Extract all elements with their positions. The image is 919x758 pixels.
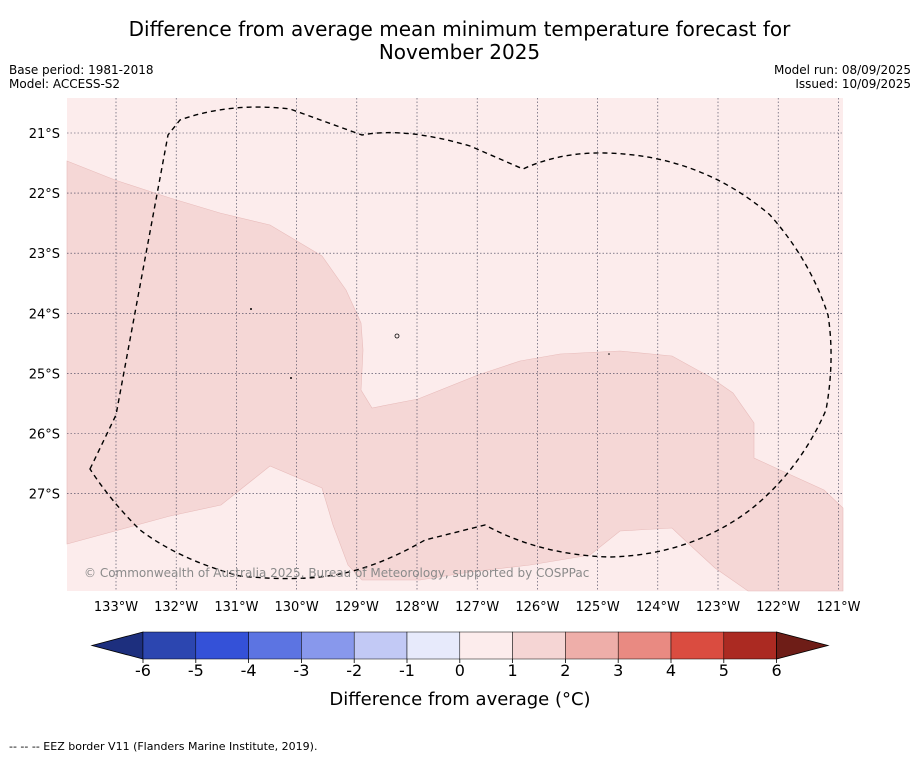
colorbar: [90, 631, 830, 660]
latitude-label: 27°S: [29, 488, 60, 503]
longitude-labels: 133°W 132°W 131°W 130°W 129°W 128°W 127°W 126°W…: [94, 600, 861, 615]
longitude-label: 129°W: [335, 600, 379, 615]
latitude-label: 25°S: [29, 367, 60, 382]
colorbar-segment: [459, 631, 513, 660]
eez-border: [89, 106, 832, 580]
colorbar-tick-label: 2: [560, 661, 570, 680]
title-line-2: November 2025: [378, 40, 541, 64]
latitude-label: 26°S: [29, 428, 60, 443]
colorbar-segment: [670, 631, 725, 660]
colorbar-segment: [248, 631, 302, 660]
colorbar-tick-label: -1: [399, 661, 415, 680]
colorbar-segment: [406, 631, 461, 660]
island-marker: [394, 333, 400, 339]
latitude-labels: 21°S 22°S 23°S 24°S 25°S 26°S 27°S: [29, 127, 60, 503]
issued-date: Issued: 10/09/2025: [795, 77, 911, 91]
latitude-label: 22°S: [29, 187, 60, 202]
longitude-label: 133°W: [94, 600, 138, 615]
meta-right: Model run: 08/09/2025 Issued: 10/09/2025: [774, 63, 911, 91]
colorbar-segment: [617, 631, 672, 660]
longitude-label: 130°W: [275, 600, 319, 615]
longitude-label: 124°W: [636, 600, 680, 615]
colorbar-segment: [723, 631, 777, 660]
model-name: Model: ACCESS-S2: [9, 77, 121, 91]
colorbar-segment: [565, 631, 619, 660]
colorbar-tick-label: 6: [772, 661, 782, 680]
anomaly-region-1-2: [66, 160, 844, 592]
base-period: Base period: 1981-2018: [9, 63, 154, 77]
colorbar-title: Difference from average (°C): [329, 689, 590, 710]
longitude-label: 132°W: [154, 600, 198, 615]
colorbar-tick-label: -6: [135, 661, 151, 680]
colorbar-tick-label: 1: [508, 661, 518, 680]
model-run: Model run: 08/09/2025: [773, 63, 911, 77]
gridlines: [67, 98, 843, 591]
meta-left: Base period: 1981-2018 Model: ACCESS-S2: [9, 63, 154, 91]
latitude-label: 23°S: [29, 247, 60, 262]
longitude-label: 131°W: [214, 600, 258, 615]
island-marker: [290, 377, 292, 379]
colorbar-tick-label: -4: [241, 661, 257, 680]
colorbar-tick-label: -2: [346, 661, 362, 680]
colorbar-arrow-left: [90, 631, 144, 660]
longitude-label: 127°W: [455, 600, 499, 615]
colorbar-tick-label: 5: [719, 661, 729, 680]
colorbar-tick-label: 4: [666, 661, 676, 680]
colorbar-tick-label: -3: [293, 661, 309, 680]
colorbar-tick-label: 0: [455, 661, 465, 680]
latitude-label: 24°S: [29, 307, 60, 322]
colorbar-tick-label: 3: [613, 661, 623, 680]
colorbar-segment: [142, 631, 197, 660]
colorbar-segment: [512, 631, 566, 660]
copyright-text: © Commonwealth of Australia 2025, Bureau…: [84, 566, 589, 580]
colorbar-ticks: -6 -5 -4 -3 -2 -1 0 1 2 3 4 5 6: [135, 659, 782, 680]
colorbar-segment: [353, 631, 408, 660]
longitude-label: 121°W: [816, 600, 860, 615]
title-line-1: Difference from average mean minimum tem…: [128, 17, 791, 41]
longitude-label: 125°W: [576, 600, 620, 615]
latitude-label: 21°S: [29, 127, 60, 142]
longitude-label: 123°W: [696, 600, 740, 615]
colorbar-arrow-right: [776, 631, 830, 660]
island-marker: [250, 308, 252, 310]
longitude-label: 122°W: [756, 600, 800, 615]
colorbar-tick-label: -5: [188, 661, 204, 680]
eez-footer-note: -- -- -- EEZ border V11 (Flanders Marine…: [9, 740, 318, 753]
colorbar-segment: [301, 631, 355, 660]
map-title: Difference from average mean minimum tem…: [0, 18, 919, 64]
island-marker: [608, 353, 610, 355]
longitude-label: 128°W: [395, 600, 439, 615]
colorbar-segment: [195, 631, 249, 660]
longitude-label: 126°W: [515, 600, 559, 615]
